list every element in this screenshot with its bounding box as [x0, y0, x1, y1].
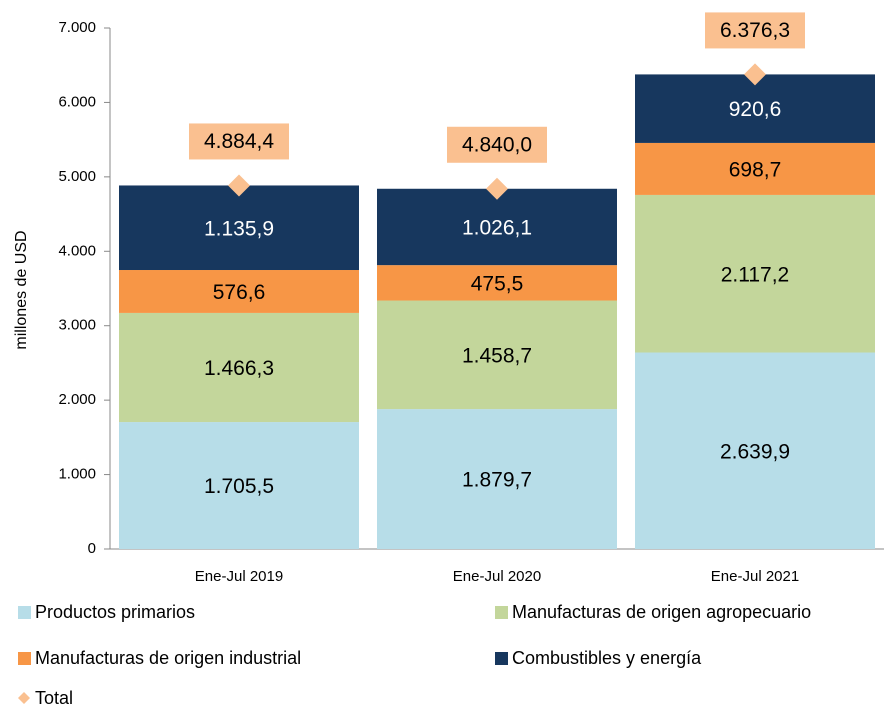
legend-swatch — [18, 606, 31, 619]
x-tick-label: Ene-Jul 2019 — [195, 568, 283, 585]
data-label: 475,5 — [471, 272, 524, 295]
data-label: 1.026,1 — [462, 216, 532, 239]
bar-segment — [119, 312, 359, 423]
total-marker — [486, 177, 508, 200]
data-label: 1.458,7 — [462, 344, 532, 367]
legend-label: Total — [35, 688, 73, 706]
bar-segment — [119, 422, 359, 549]
total-label-box — [447, 126, 547, 163]
y-tick-label: 2.000 — [58, 391, 96, 408]
legend-label: Manufacturas de origen agropecuario — [512, 602, 811, 622]
total-label: 4.840,0 — [462, 133, 532, 156]
x-tick-label: Ene-Jul 2021 — [711, 568, 799, 585]
y-tick-label: 6.000 — [58, 93, 96, 110]
bar-segment — [377, 265, 617, 301]
bar-segment — [635, 142, 875, 195]
bar-segment — [119, 185, 359, 271]
total-label-box — [705, 12, 805, 49]
data-label: 1.879,7 — [462, 469, 532, 492]
y-tick-label: 3.000 — [58, 317, 96, 334]
data-label: 1.466,3 — [204, 357, 274, 380]
bar-segment — [377, 188, 617, 266]
bar-segment — [635, 352, 875, 549]
data-label: 1.705,5 — [204, 475, 274, 498]
y-tick-label: 5.000 — [58, 168, 96, 185]
x-tick-label: Ene-Jul 2020 — [453, 568, 541, 585]
legend-label: Manufacturas de origen industrial — [35, 648, 301, 668]
data-label: 1.135,9 — [204, 217, 274, 240]
legend-label: Productos primarios — [35, 602, 195, 622]
y-tick-label: 1.000 — [58, 466, 96, 483]
bar-segment — [377, 300, 617, 410]
data-label: 2.639,9 — [720, 440, 790, 463]
legend-swatch — [18, 652, 31, 665]
data-label: 920,6 — [729, 98, 782, 121]
y-tick-label: 4.000 — [58, 242, 96, 259]
legend-swatch — [495, 652, 508, 665]
total-marker — [228, 174, 250, 197]
legend-swatch — [18, 692, 30, 704]
total-marker — [744, 63, 766, 86]
y-tick-label: 0 — [88, 540, 96, 557]
data-label: 698,7 — [729, 158, 782, 181]
bar-segment — [377, 409, 617, 549]
legend-swatch — [495, 606, 508, 619]
total-label: 6.376,3 — [720, 19, 790, 42]
y-tick-label: 7.000 — [58, 19, 96, 36]
data-label: 2.117,2 — [721, 263, 790, 286]
total-label-box — [189, 123, 289, 160]
bar-segment — [119, 270, 359, 313]
bar-segment — [635, 194, 875, 353]
data-label: 576,6 — [213, 281, 266, 304]
bar-segment — [635, 74, 875, 143]
y-axis-label: millones de USD — [13, 230, 30, 349]
legend-label: Combustibles y energía — [512, 648, 702, 668]
total-label: 4.884,4 — [204, 130, 274, 153]
